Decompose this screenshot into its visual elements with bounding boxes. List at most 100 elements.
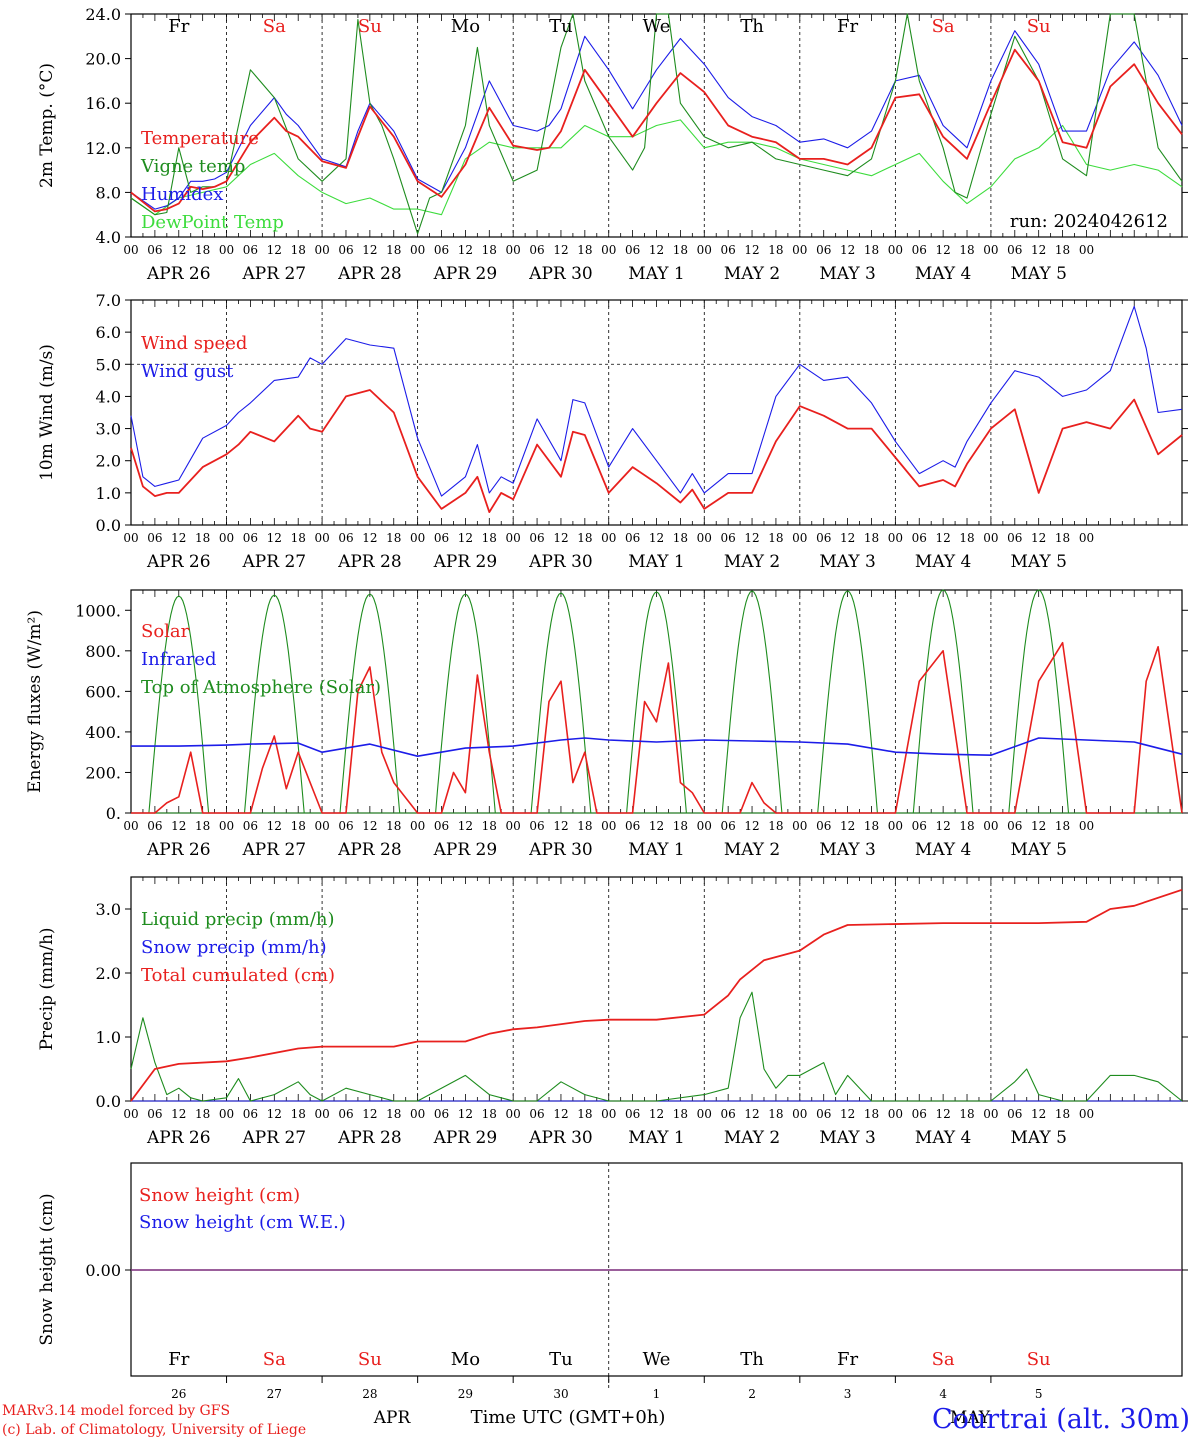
x-tick-label: 06 xyxy=(625,1107,640,1121)
x-tick-label: 18 xyxy=(577,243,592,257)
x-tick-label: 12 xyxy=(1031,243,1046,257)
x-tick-label: 18 xyxy=(864,531,879,545)
x-tick-label: 12 xyxy=(362,1107,377,1121)
x-tick-label: 12 xyxy=(267,243,282,257)
x-tick-label: 12 xyxy=(171,819,186,833)
x-tick-label: 12 xyxy=(458,1107,473,1121)
x-tick-label: 18 xyxy=(195,819,210,833)
x-tick-label: 00 xyxy=(314,243,329,257)
x-tick-label: 00 xyxy=(506,531,521,545)
x-tick-label: 06 xyxy=(912,531,927,545)
y-tick-label: 1.0 xyxy=(96,1028,121,1047)
x-tick-label: 00 xyxy=(410,531,425,545)
day-number: 27 xyxy=(267,1387,282,1401)
series-line xyxy=(131,641,1183,814)
x-tick-label: 06 xyxy=(721,243,736,257)
x-tick-label: 12 xyxy=(553,243,568,257)
x-tick-label: 18 xyxy=(1055,243,1070,257)
x-tick-label: 18 xyxy=(386,1107,401,1121)
x-tick-label: 06 xyxy=(434,243,449,257)
x-tick-label: 12 xyxy=(362,819,377,833)
x-tick-label: 12 xyxy=(649,243,664,257)
x-tick-label: 18 xyxy=(577,531,592,545)
x-tick-label: 06 xyxy=(1007,819,1022,833)
x-tick-label: 06 xyxy=(721,1107,736,1121)
x-tick-label: 18 xyxy=(864,819,879,833)
weekday-label: We xyxy=(643,1349,671,1370)
x-tick-label: 18 xyxy=(195,1107,210,1121)
y-tick-label: 24.0 xyxy=(85,5,121,24)
run-label: run: 2024042612 xyxy=(1010,211,1168,232)
day-label: MAY 3 xyxy=(819,552,875,572)
x-tick-label: 12 xyxy=(840,1107,855,1121)
x-tick-label: 18 xyxy=(959,1107,974,1121)
x-tick-label: 12 xyxy=(840,531,855,545)
x-tick-label: 18 xyxy=(291,243,306,257)
x-tick-label: 12 xyxy=(1031,531,1046,545)
y-tick-label: 0.0 xyxy=(96,1092,121,1111)
series-line xyxy=(130,305,1183,497)
weekday-label: Fr xyxy=(837,16,858,37)
x-axis-label: Time UTC (GMT+0h) xyxy=(471,1407,666,1428)
day-label: APR 28 xyxy=(337,264,402,284)
legend-entry: Solar xyxy=(141,621,190,642)
day-label: APR 30 xyxy=(528,1128,593,1148)
day-number: 3 xyxy=(844,1387,852,1401)
x-tick-label: 18 xyxy=(577,819,592,833)
x-tick-label: 06 xyxy=(625,243,640,257)
x-tick-label: 00 xyxy=(983,243,998,257)
x-tick-label: 00 xyxy=(410,1107,425,1121)
x-tick-label: 18 xyxy=(1055,1107,1070,1121)
day-label: MAY 3 xyxy=(819,264,875,284)
day-label: APR 27 xyxy=(242,840,307,860)
toa-solar-arc xyxy=(530,592,592,814)
toa-solar-arc xyxy=(148,595,210,814)
x-tick-label: 06 xyxy=(243,243,258,257)
y-tick-label: 16.0 xyxy=(85,94,121,113)
x-tick-label: 12 xyxy=(744,819,759,833)
x-tick-label: 06 xyxy=(243,1107,258,1121)
x-tick-label: 06 xyxy=(147,819,162,833)
x-tick-label: 12 xyxy=(744,1107,759,1121)
x-tick-label: 06 xyxy=(243,531,258,545)
x-tick-label: 06 xyxy=(529,243,544,257)
day-label: APR 29 xyxy=(433,552,498,572)
x-tick-label: 18 xyxy=(577,1107,592,1121)
x-tick-label: 00 xyxy=(697,819,712,833)
series-line xyxy=(130,13,1183,235)
y-tick-label: 7.0 xyxy=(96,291,121,310)
x-tick-label: 00 xyxy=(792,1107,807,1121)
x-tick-label: 00 xyxy=(888,531,903,545)
x-tick-label: 18 xyxy=(768,1107,783,1121)
y-tick-label: 20.0 xyxy=(85,50,121,69)
day-label: MAY 3 xyxy=(819,840,875,860)
x-tick-label: 00 xyxy=(506,819,521,833)
x-tick-label: 00 xyxy=(983,531,998,545)
day-label: MAY 1 xyxy=(628,552,684,572)
x-tick-label: 00 xyxy=(123,1107,138,1121)
legend-entry: Liquid precip (mm/h) xyxy=(141,909,335,930)
toa-solar-arc xyxy=(912,589,974,814)
x-tick-label: 12 xyxy=(840,243,855,257)
day-label: MAY 1 xyxy=(628,1128,684,1148)
day-label: MAY 3 xyxy=(819,1128,875,1148)
day-label: APR 28 xyxy=(337,552,402,572)
y-tick-label: 12.0 xyxy=(85,139,121,158)
legend-entry: Total cumulated (cm) xyxy=(141,965,335,986)
x-tick-label: 06 xyxy=(338,1107,353,1121)
x-tick-label: 12 xyxy=(171,1107,186,1121)
x-tick-label: 12 xyxy=(1031,1107,1046,1121)
weekday-label: Fr xyxy=(168,16,189,37)
y-tick-label: 200. xyxy=(85,763,121,782)
day-label: APR 27 xyxy=(242,264,307,284)
y-tick-label: 800. xyxy=(85,642,121,661)
x-tick-label: 00 xyxy=(792,243,807,257)
day-label: MAY 1 xyxy=(628,840,684,860)
x-tick-label: 00 xyxy=(123,243,138,257)
y-tick-label: 2.0 xyxy=(96,452,121,471)
x-tick-label: 12 xyxy=(744,243,759,257)
weekday-label: Tu xyxy=(549,1349,573,1370)
x-tick-label: 18 xyxy=(673,1107,688,1121)
x-tick-label: 00 xyxy=(888,819,903,833)
